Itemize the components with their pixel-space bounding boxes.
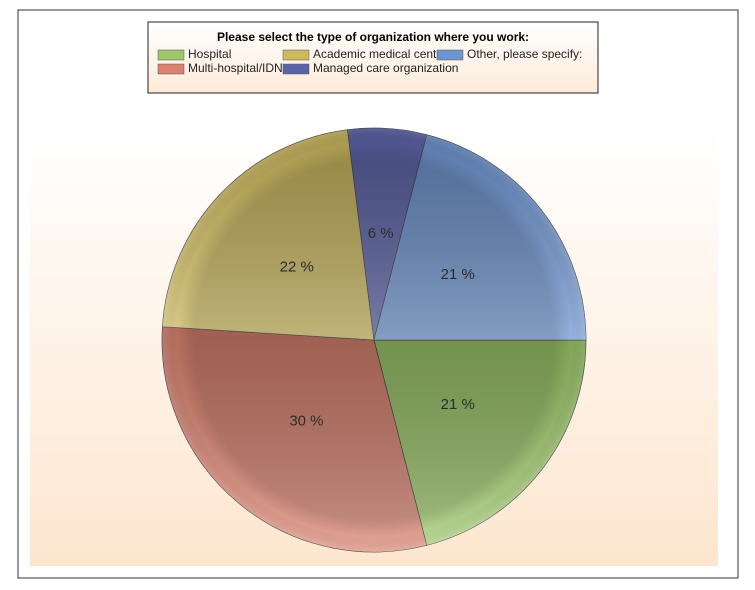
legend-box <box>147 21 599 94</box>
legend-swatch <box>157 49 185 61</box>
legend-label: Other, please specify: <box>467 47 582 61</box>
legend-label: Multi-hospital/IDN <box>188 61 283 75</box>
legend-swatch <box>282 49 310 61</box>
pie-rim <box>162 128 586 552</box>
legend-swatch <box>436 49 464 61</box>
legend-label: Academic medical center <box>313 47 447 61</box>
legend-swatch <box>157 63 185 75</box>
legend-title: Please select the type of organization w… <box>217 30 529 44</box>
legend-swatch <box>282 63 310 75</box>
legend-label: Managed care organization <box>313 61 458 75</box>
legend-label: Hospital <box>188 47 231 61</box>
